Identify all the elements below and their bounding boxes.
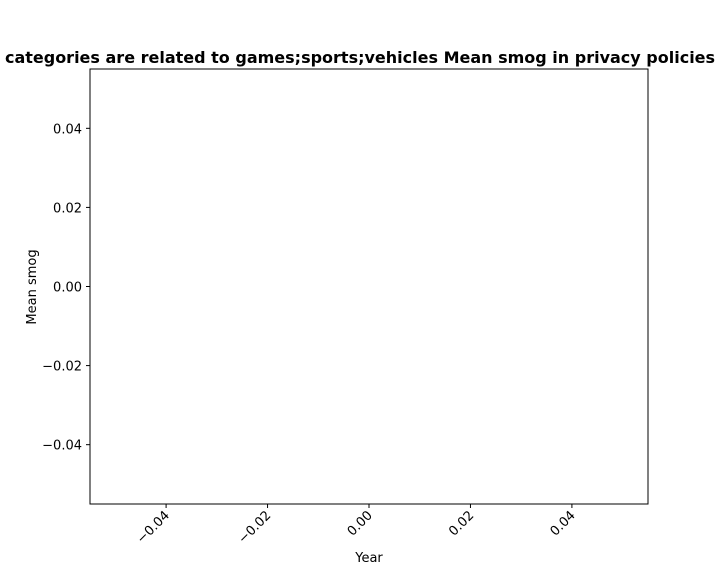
y-tick-label: 0.00 — [53, 281, 82, 296]
y-tick-label: −0.04 — [42, 439, 82, 454]
x-tick-label: −0.02 — [236, 508, 275, 547]
chart-title: categories are related to games;sports;v… — [5, 48, 715, 67]
y-tick-label: −0.02 — [42, 360, 82, 375]
x-axis: −0.04 −0.02 0.00 0.02 0.04 — [134, 504, 579, 547]
y-tick-label: 0.04 — [53, 122, 82, 137]
y-axis: 0.04 0.02 0.00 −0.02 −0.04 — [42, 122, 90, 454]
y-tick-label: 0.02 — [53, 201, 82, 216]
x-axis-label: Year — [354, 551, 383, 566]
x-tick-label: 0.04 — [548, 508, 579, 539]
plot-area — [89, 68, 649, 505]
x-tick-label: 0.02 — [446, 508, 477, 539]
x-tick-label: −0.04 — [134, 508, 173, 547]
y-axis-label: Mean smog — [25, 249, 40, 324]
x-tick-label: 0.00 — [345, 508, 376, 539]
